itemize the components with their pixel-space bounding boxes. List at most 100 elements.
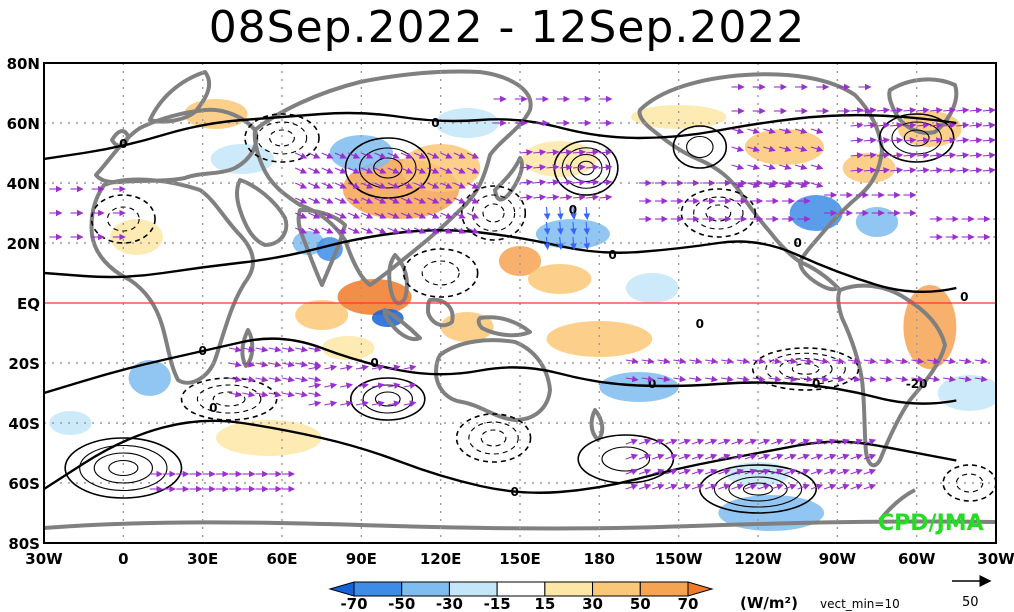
vector-arrow [778, 145, 792, 153]
vector-arrow [969, 137, 983, 144]
vector-arrow [982, 107, 996, 114]
map-title: 08Sep.2022 - 12Sep.2022 [208, 2, 806, 53]
vector-arrow [387, 197, 400, 204]
vector-arrow [361, 212, 374, 219]
lon-label: 150E [499, 550, 541, 568]
vector-arrow [546, 194, 560, 201]
vector-arrow [678, 438, 692, 445]
vector-arrow [903, 107, 917, 114]
vector-arrow [974, 375, 988, 383]
vector-arrow [387, 227, 400, 234]
vector-arrow [895, 357, 909, 365]
vector-arrow [572, 164, 586, 171]
vector-arrow [784, 375, 798, 383]
vector-arrow [784, 468, 797, 475]
vector-arrow [778, 181, 792, 189]
vector-arrow [916, 122, 930, 129]
vector-arrow [778, 163, 792, 171]
vector-arrow [586, 194, 600, 201]
vector-arrow [229, 376, 242, 383]
lon-label: 90E [346, 550, 377, 568]
colorbar-tick: -30 [436, 595, 463, 612]
vector-arrow [400, 212, 413, 219]
vector-arrow [691, 483, 705, 490]
vector-arrow [810, 438, 824, 445]
contour-label-zero: 0 [648, 377, 656, 391]
anomaly-patch [435, 108, 499, 138]
vector-arrow [308, 227, 321, 234]
vector-arrow [837, 453, 850, 460]
vector-arrow [794, 181, 808, 189]
anomaly-patch [631, 105, 727, 129]
vector-arrow [958, 357, 972, 365]
contour-positive [362, 384, 414, 414]
vector-arrow [850, 167, 864, 174]
vector-arrow [324, 364, 338, 371]
vector-arrow [731, 453, 744, 460]
vector-arrow [453, 167, 466, 174]
vector-arrow [599, 164, 613, 171]
vector-arrow [810, 483, 824, 490]
vector-arrow [361, 182, 374, 189]
vector-arrow [929, 107, 943, 114]
vector-arrow [242, 376, 256, 383]
anomaly-patch [522, 141, 597, 177]
vector-arrow [559, 179, 573, 186]
vector-arrow [374, 197, 387, 204]
vector-arrow [625, 468, 639, 475]
vector-arrow [308, 346, 322, 353]
vector-arrow [876, 107, 891, 114]
vector-arrow [294, 182, 308, 189]
vector-arrow [665, 468, 678, 475]
vector-arrow [943, 152, 957, 159]
vector-arrow [768, 357, 782, 365]
anomaly-patch [855, 207, 899, 237]
vector-arrow [268, 361, 282, 368]
vector-arrow [823, 483, 837, 490]
contour-positive [64, 437, 183, 499]
lat-label: 20N [7, 235, 40, 253]
vector-arrow [361, 167, 374, 174]
vector-arrow [929, 167, 943, 174]
vector-arrow [255, 391, 269, 398]
vector-arrow [847, 357, 861, 365]
vector-arrow [625, 438, 639, 445]
vector-arrow [863, 453, 877, 460]
vector-arrow [943, 167, 957, 174]
vector-arrow [744, 453, 758, 460]
vector-arrow [387, 364, 401, 371]
vector-arrow [863, 438, 877, 445]
lon-label: 60E [266, 550, 297, 568]
anomaly-patch [295, 300, 349, 330]
vector-arrow [771, 483, 784, 490]
vector-arrow [374, 167, 387, 174]
vector-arrow [308, 197, 321, 204]
vector-arrow [850, 483, 863, 490]
vector-arrow [718, 453, 731, 460]
contour-negative [955, 473, 984, 493]
vector-arrow [969, 122, 983, 129]
vector-arrow [678, 483, 692, 490]
vector-arrow [340, 382, 354, 389]
vector-arrow [294, 197, 308, 204]
vector-arrow [657, 375, 671, 383]
contour-negative [212, 391, 246, 407]
vector-arrow [890, 137, 904, 144]
vector-arrow [850, 438, 863, 445]
vector-arrow [810, 181, 824, 189]
colorbar-cell [401, 581, 450, 597]
vector-arrow [847, 375, 861, 383]
vector-arrow [763, 181, 776, 189]
vector-arrow [321, 152, 334, 159]
vector-arrow [876, 152, 891, 159]
contour-negative [693, 196, 744, 230]
contour-negative [244, 113, 320, 163]
contour-positive [108, 459, 139, 477]
vector-arrow [268, 346, 282, 353]
vector-arrow [863, 122, 877, 129]
vector-arrow [361, 152, 374, 159]
lon-label: 0 [118, 550, 128, 568]
vector-arrow [638, 468, 652, 475]
vector-arrow [321, 182, 334, 189]
vector-arrow [903, 137, 917, 144]
